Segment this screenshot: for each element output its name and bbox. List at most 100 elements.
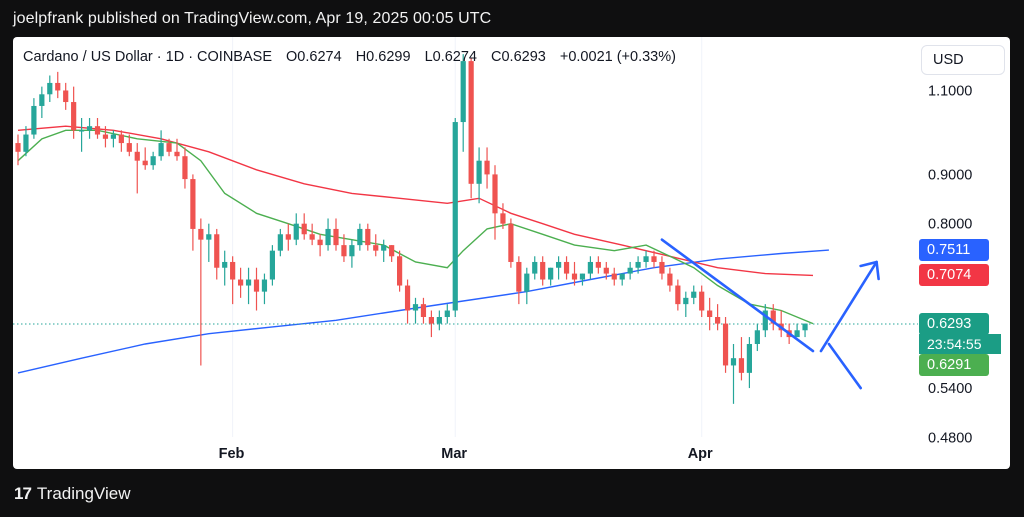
candle[interactable] xyxy=(158,130,164,161)
candle[interactable] xyxy=(746,337,752,389)
projection-down-line[interactable] xyxy=(827,342,863,390)
candle[interactable] xyxy=(47,75,53,103)
candle[interactable] xyxy=(627,261,633,280)
candle[interactable] xyxy=(79,117,85,152)
candle[interactable] xyxy=(309,223,315,246)
candle[interactable] xyxy=(110,130,116,148)
candle[interactable] xyxy=(63,82,69,110)
candle[interactable] xyxy=(571,261,578,286)
candle[interactable] xyxy=(166,138,172,157)
candle[interactable] xyxy=(182,147,188,189)
candle[interactable] xyxy=(190,174,196,251)
candle[interactable] xyxy=(548,267,554,286)
candle[interactable] xyxy=(373,234,379,257)
candle[interactable] xyxy=(611,267,617,286)
candle[interactable] xyxy=(261,273,268,305)
candle[interactable] xyxy=(667,267,673,292)
candle[interactable] xyxy=(381,239,387,262)
candle[interactable] xyxy=(778,310,784,338)
candle[interactable] xyxy=(214,228,220,280)
symbol-label[interactable]: Cardano / US Dollar · 1D · COINBASE xyxy=(23,49,272,65)
candle[interactable] xyxy=(285,223,291,251)
candle[interactable] xyxy=(222,250,228,286)
candle[interactable] xyxy=(301,213,307,240)
candle[interactable] xyxy=(126,134,132,157)
candle[interactable] xyxy=(707,297,713,331)
candle[interactable] xyxy=(365,223,371,251)
candle[interactable] xyxy=(556,256,562,280)
candle[interactable] xyxy=(253,267,260,311)
candle[interactable] xyxy=(404,279,411,324)
candle[interactable] xyxy=(118,130,124,152)
candle[interactable] xyxy=(468,57,474,199)
candle[interactable] xyxy=(277,228,283,257)
candle[interactable] xyxy=(452,117,458,318)
candle[interactable] xyxy=(540,256,546,286)
candle[interactable] xyxy=(142,147,148,170)
candle[interactable] xyxy=(325,218,331,251)
currency-button[interactable]: USD xyxy=(921,45,1005,75)
candle[interactable] xyxy=(206,223,212,262)
candle[interactable] xyxy=(516,256,522,305)
candle[interactable] xyxy=(269,245,275,286)
candle[interactable] xyxy=(587,256,593,280)
candle[interactable] xyxy=(603,261,609,280)
candle[interactable] xyxy=(715,304,721,331)
candle[interactable] xyxy=(389,245,395,262)
candle[interactable] xyxy=(444,304,450,324)
candle[interactable] xyxy=(476,147,482,204)
candle[interactable] xyxy=(770,304,776,331)
candle[interactable] xyxy=(699,285,705,318)
candle[interactable] xyxy=(508,218,514,268)
candle[interactable] xyxy=(683,291,689,318)
candle[interactable] xyxy=(15,134,21,166)
candle[interactable] xyxy=(198,218,204,366)
candle[interactable] xyxy=(31,98,37,139)
candle[interactable] xyxy=(643,250,649,268)
candle[interactable] xyxy=(55,71,61,99)
candle[interactable] xyxy=(357,223,363,251)
candle[interactable] xyxy=(651,250,657,268)
candle[interactable] xyxy=(245,267,252,305)
chart-frame[interactable]: 1.1000 0.9000 0.8000 0.5400 0.4800 Feb Mar Apr … xyxy=(13,37,1010,469)
candle[interactable] xyxy=(675,279,681,311)
candle[interactable] xyxy=(397,250,403,292)
candle[interactable] xyxy=(412,297,419,324)
candle[interactable] xyxy=(71,86,77,139)
candle[interactable] xyxy=(492,165,498,240)
breakout-arrow[interactable] xyxy=(819,260,878,353)
candle[interactable] xyxy=(691,285,697,305)
candle[interactable] xyxy=(524,267,530,305)
candle[interactable] xyxy=(94,117,101,139)
candle[interactable] xyxy=(349,239,355,268)
candle[interactable] xyxy=(762,304,768,338)
candle[interactable] xyxy=(23,126,29,157)
candle[interactable] xyxy=(579,273,586,286)
candle[interactable] xyxy=(802,323,808,338)
candle[interactable] xyxy=(293,213,299,246)
descending-trendline[interactable] xyxy=(660,238,815,353)
candle[interactable] xyxy=(341,234,347,262)
candle[interactable] xyxy=(532,256,538,280)
candle[interactable] xyxy=(102,126,109,148)
candle[interactable] xyxy=(619,273,625,286)
candle[interactable] xyxy=(436,310,442,331)
candle[interactable] xyxy=(730,343,737,404)
candle[interactable] xyxy=(754,323,760,352)
candle[interactable] xyxy=(174,138,180,161)
candle[interactable] xyxy=(39,86,45,118)
candle[interactable] xyxy=(635,256,641,274)
candle[interactable] xyxy=(317,234,323,257)
candle[interactable] xyxy=(738,337,745,381)
candle[interactable] xyxy=(659,256,665,280)
candle[interactable] xyxy=(86,117,93,139)
candle[interactable] xyxy=(230,256,236,305)
candle[interactable] xyxy=(595,256,601,274)
candle[interactable] xyxy=(484,147,490,189)
candle[interactable] xyxy=(134,143,140,194)
candle[interactable] xyxy=(238,267,244,298)
candle[interactable] xyxy=(500,203,506,229)
candle[interactable] xyxy=(460,54,466,152)
candlestick-chart[interactable]: 1.1000 0.9000 0.8000 0.5400 0.4800 Feb Mar Apr xyxy=(13,37,1010,469)
candle[interactable] xyxy=(722,317,729,373)
